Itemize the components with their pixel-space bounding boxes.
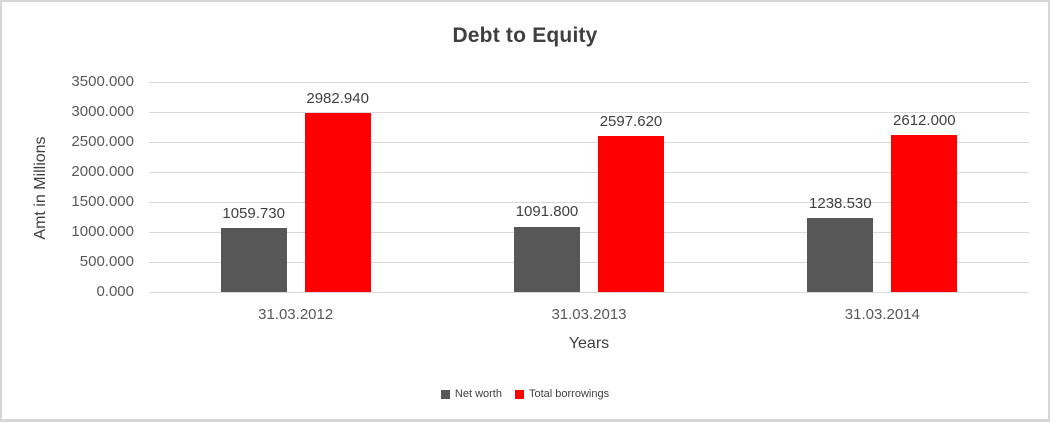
y-tick-label: 500.000 bbox=[79, 253, 134, 270]
bar-total-borrowings-31.03.2013 bbox=[598, 136, 664, 292]
legend-item-total-borrowings: Total borrowings bbox=[514, 388, 610, 400]
data-label: 2597.620 bbox=[599, 113, 663, 131]
gridline-y-1000 bbox=[149, 231, 1029, 233]
legend-item-net-worth: Net worth bbox=[440, 388, 502, 400]
y-tick-label: 3500.000 bbox=[71, 73, 134, 90]
chart-title: Debt to Equity bbox=[452, 24, 598, 47]
y-tick-label: 1500.000 bbox=[71, 193, 134, 210]
bar-net-worth-31.03.2013 bbox=[514, 226, 580, 292]
bar-total-borrowings-31.03.2012 bbox=[304, 113, 371, 292]
bar-net-worth-31.03.2012 bbox=[220, 228, 287, 292]
y-tick-label: 3000.000 bbox=[71, 103, 134, 120]
legend-swatch-icon bbox=[440, 389, 450, 399]
data-label: 2982.940 bbox=[306, 90, 369, 108]
y-axis-title: Amt in Millions bbox=[32, 136, 49, 240]
x-tick-label: 31.03.2013 bbox=[551, 306, 627, 323]
bar-net-worth-31.03.2014 bbox=[807, 217, 874, 292]
legend-swatch-icon bbox=[514, 389, 524, 399]
y-tick-label: 0.000 bbox=[96, 283, 134, 300]
gridline-y-0 bbox=[149, 291, 1029, 293]
gridline-y-500 bbox=[149, 261, 1029, 263]
data-label: 1238.530 bbox=[809, 194, 872, 212]
data-label: 2612.000 bbox=[893, 112, 956, 130]
data-label: 1059.730 bbox=[222, 205, 285, 223]
x-tick-label: 31.03.2012 bbox=[258, 306, 334, 323]
plot-area: 1059.730 1091.800 1238.530 2982.940 2597.620… bbox=[149, 81, 1029, 293]
gridline-y-3000 bbox=[149, 111, 1029, 113]
y-tick-label: 2500.000 bbox=[71, 133, 134, 150]
legend-label: Total borrowings bbox=[528, 388, 610, 400]
x-axis-title: Years bbox=[568, 335, 610, 352]
gridline-y-1500 bbox=[149, 201, 1029, 203]
y-tick-label: 2000.000 bbox=[71, 163, 134, 180]
chart-legend: Net worth Total borrowings bbox=[2, 388, 1048, 400]
gridline-y-3500 bbox=[149, 81, 1029, 83]
bar-total-borrowings-31.03.2014 bbox=[891, 135, 958, 292]
legend-label: Net worth bbox=[454, 388, 502, 400]
gridline-y-2000 bbox=[149, 171, 1029, 173]
gridline-y-2500 bbox=[149, 141, 1029, 143]
y-tick-label: 1000.000 bbox=[71, 223, 134, 240]
data-label: 1091.800 bbox=[515, 203, 579, 221]
x-tick-label: 31.03.2014 bbox=[844, 306, 920, 323]
